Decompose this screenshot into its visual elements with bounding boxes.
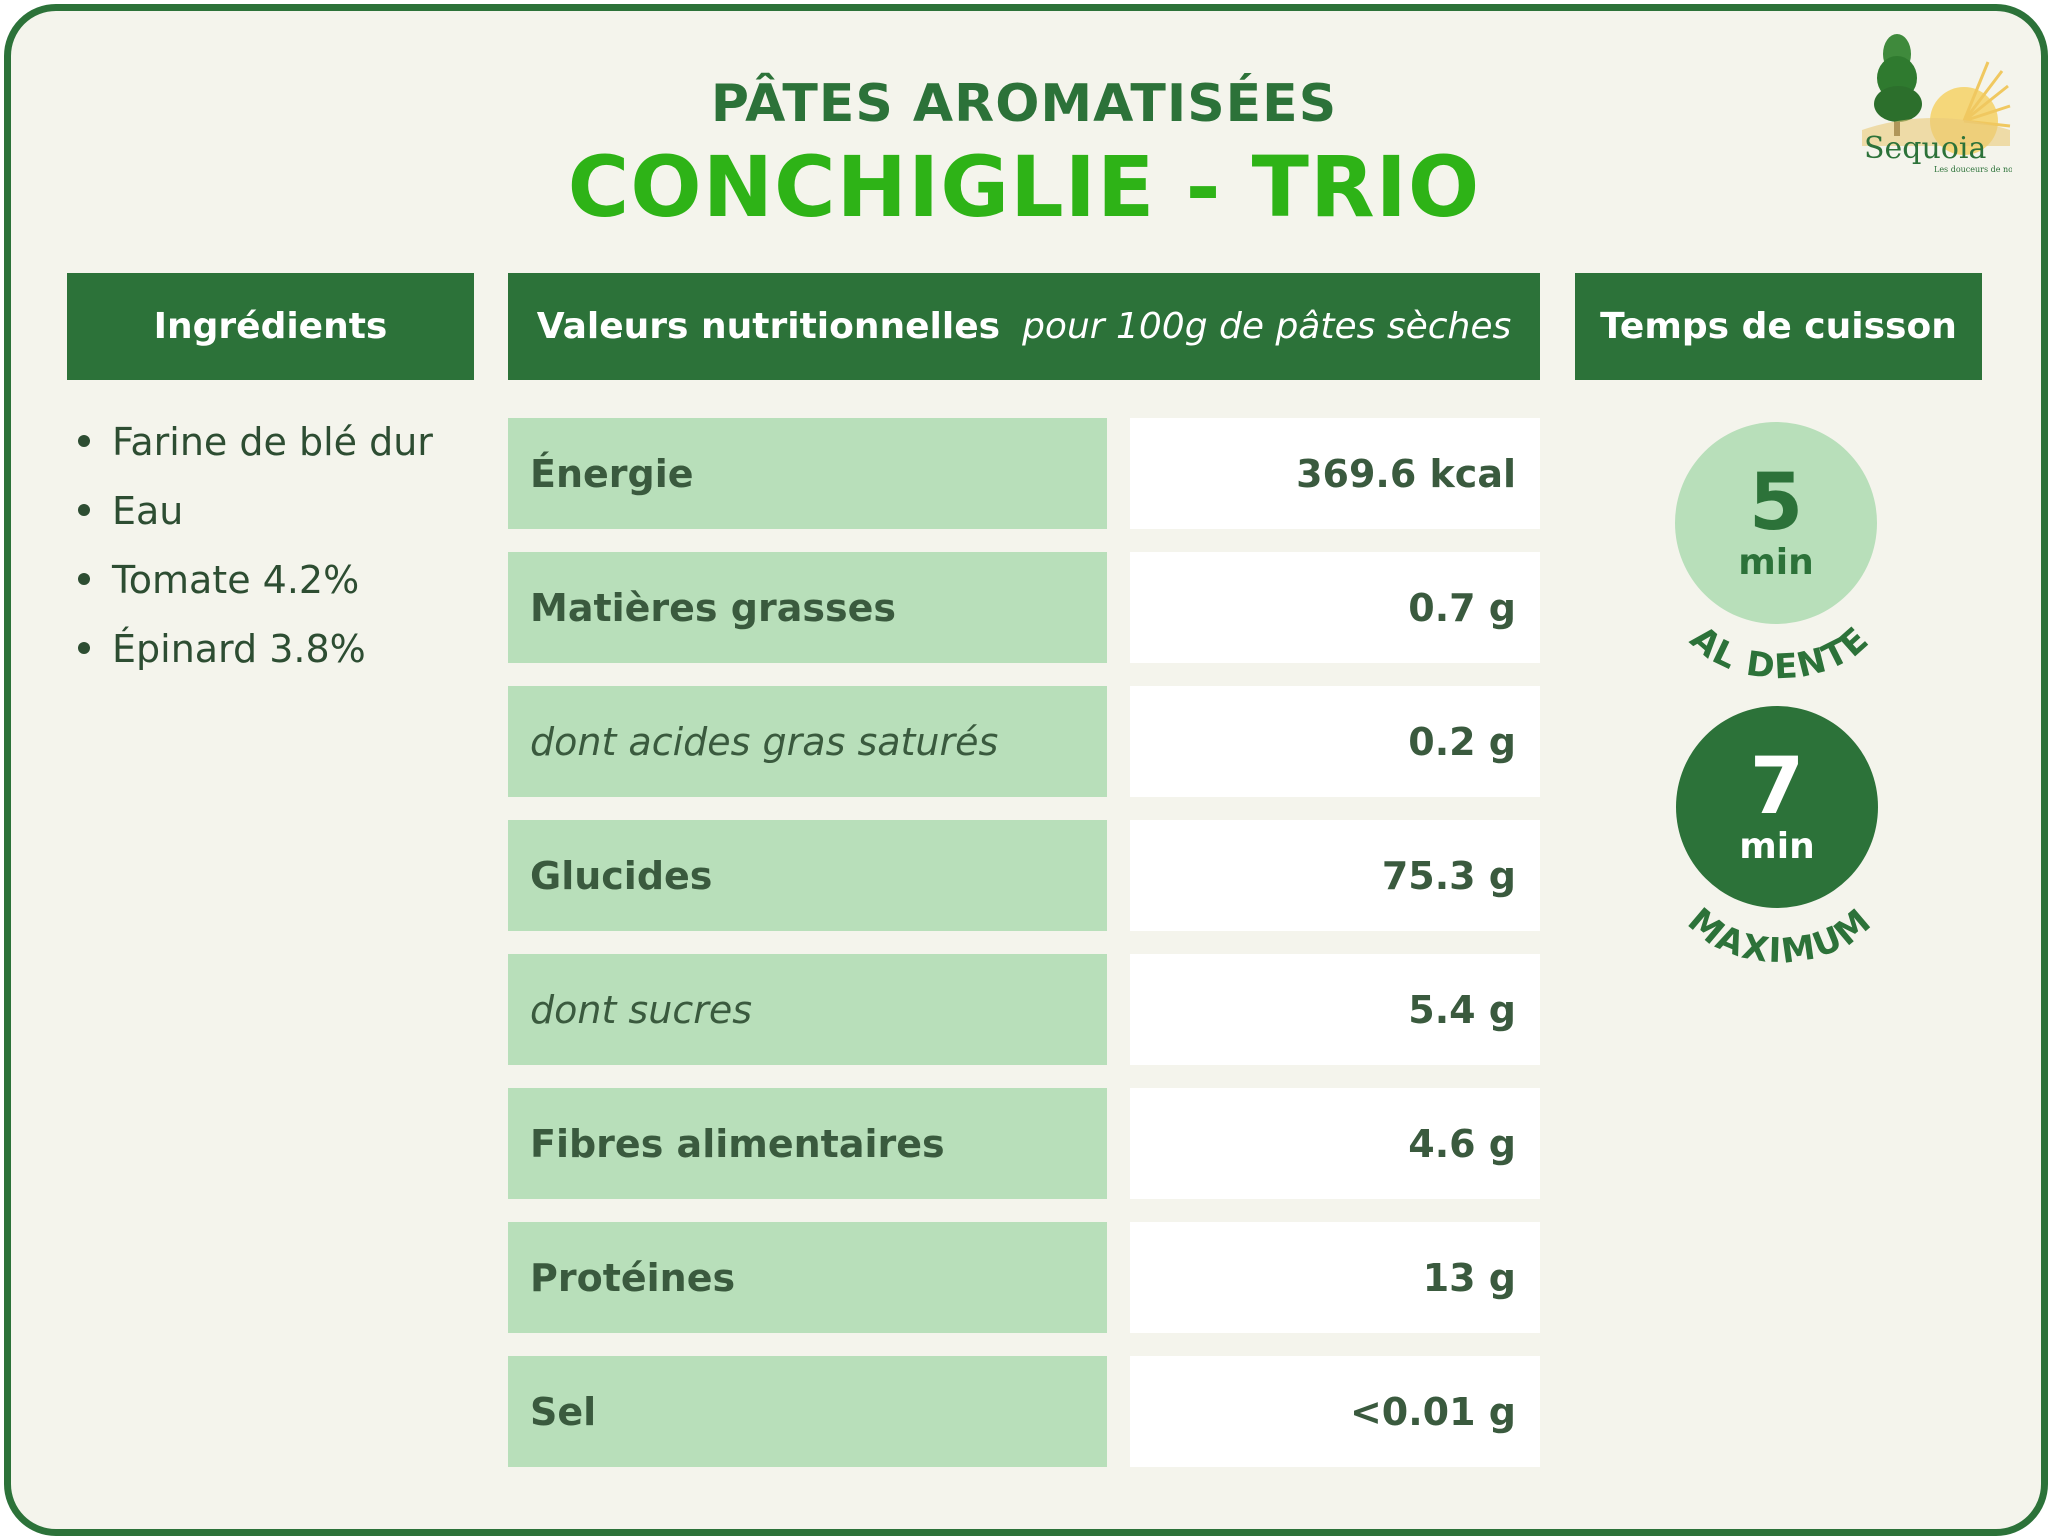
nutrition-label: Fibres alimentaires bbox=[508, 1088, 1107, 1199]
nutrition-row: dont sucres 5.4 g bbox=[508, 954, 1540, 1065]
ingredient-item: Épinard 3.8% bbox=[78, 619, 433, 688]
bullet-icon bbox=[78, 503, 90, 516]
product-category: PÂTES AROMATISÉES bbox=[710, 74, 1338, 134]
bullet-icon bbox=[78, 572, 90, 585]
ingredient-item: Tomate 4.2% bbox=[78, 550, 433, 619]
al-dente-label: AL DENTE bbox=[1682, 618, 1875, 680]
nutrition-row: Matières grasses 0.7 g bbox=[508, 552, 1540, 663]
ingredient-item: Eau bbox=[78, 481, 433, 550]
ingredients-heading: Ingrédients bbox=[153, 306, 388, 347]
nutrition-value: 4.6 g bbox=[1130, 1088, 1540, 1199]
nutrition-label: Glucides bbox=[508, 820, 1107, 931]
brand-logo: Sequoia Les douceurs de nos champs bbox=[1862, 34, 2012, 174]
svg-text:AL DENTE: AL DENTE bbox=[1682, 618, 1877, 680]
nutrition-row: Énergie 369.6 kcal bbox=[508, 418, 1540, 529]
ingredient-item: Farine de blé dur bbox=[78, 412, 433, 481]
nutrition-row: Protéines 13 g bbox=[508, 1222, 1540, 1333]
logo-brand-text: Sequoia bbox=[1864, 131, 1986, 166]
maximum-arc: MAXIMUM bbox=[1680, 900, 1880, 964]
ingredient-label: Eau bbox=[112, 489, 184, 533]
maximum-badge: 7 min bbox=[1676, 706, 1878, 908]
nutrition-label: dont acides gras saturés bbox=[508, 686, 1107, 797]
product-title: CONCHIGLIE - TRIO bbox=[567, 138, 1481, 236]
nutrition-value: 0.2 g bbox=[1130, 686, 1540, 797]
cooking-heading: Temps de cuisson bbox=[1600, 306, 1957, 347]
ingredient-label: Épinard 3.8% bbox=[112, 627, 366, 671]
nutrition-value: 13 g bbox=[1130, 1222, 1540, 1333]
nutrition-row: Fibres alimentaires 4.6 g bbox=[508, 1088, 1540, 1199]
nutrition-row: dont acides gras saturés 0.2 g bbox=[508, 686, 1540, 797]
nutrition-value: 5.4 g bbox=[1130, 954, 1540, 1065]
nutrition-label: dont sucres bbox=[508, 954, 1107, 1065]
svg-text:MAXIMUM: MAXIMUM bbox=[1680, 900, 1880, 964]
nutrition-heading: Valeurs nutritionnelles bbox=[536, 306, 1001, 347]
maximum-unit: min bbox=[1739, 826, 1815, 867]
ingredient-label: Farine de blé dur bbox=[112, 420, 433, 464]
bullet-icon bbox=[78, 434, 90, 447]
nutrition-value: 369.6 kcal bbox=[1130, 418, 1540, 529]
al-dente-minutes: 5 bbox=[1748, 458, 1804, 548]
nutrition-label: Matières grasses bbox=[508, 552, 1107, 663]
cooking-header: Temps de cuisson bbox=[1575, 273, 1982, 380]
nutrition-value: 0.7 g bbox=[1130, 552, 1540, 663]
ingredients-header: Ingrédients bbox=[67, 273, 474, 380]
bullet-icon bbox=[78, 641, 90, 654]
nutrition-label: Protéines bbox=[508, 1222, 1107, 1333]
maximum-minutes: 7 bbox=[1749, 742, 1805, 832]
nutrition-row: Glucides 75.3 g bbox=[508, 820, 1540, 931]
logo-tagline-text: Les douceurs de nos champs bbox=[1934, 165, 2012, 174]
nutrition-header: Valeurs nutritionnelles pour 100g de pât… bbox=[508, 273, 1540, 380]
nutrition-value: 75.3 g bbox=[1130, 820, 1540, 931]
tree-icon bbox=[1874, 34, 1922, 136]
nutrition-value: <0.01 g bbox=[1130, 1356, 1540, 1467]
al-dente-badge: 5 min bbox=[1675, 422, 1877, 624]
ingredient-label: Tomate 4.2% bbox=[112, 558, 360, 602]
al-dente-arc: AL DENTE bbox=[1682, 618, 1877, 680]
al-dente-unit: min bbox=[1738, 542, 1814, 583]
nutrition-heading-note: pour 100g de pâtes sèches bbox=[1022, 306, 1512, 347]
nutrition-row: Sel <0.01 g bbox=[508, 1356, 1540, 1467]
maximum-label: MAXIMUM bbox=[1680, 900, 1878, 964]
ingredients-list: Farine de blé dur Eau Tomate 4.2% Épinar… bbox=[78, 412, 433, 688]
nutrition-label: Sel bbox=[508, 1356, 1107, 1467]
nutrition-label: Énergie bbox=[508, 418, 1107, 529]
